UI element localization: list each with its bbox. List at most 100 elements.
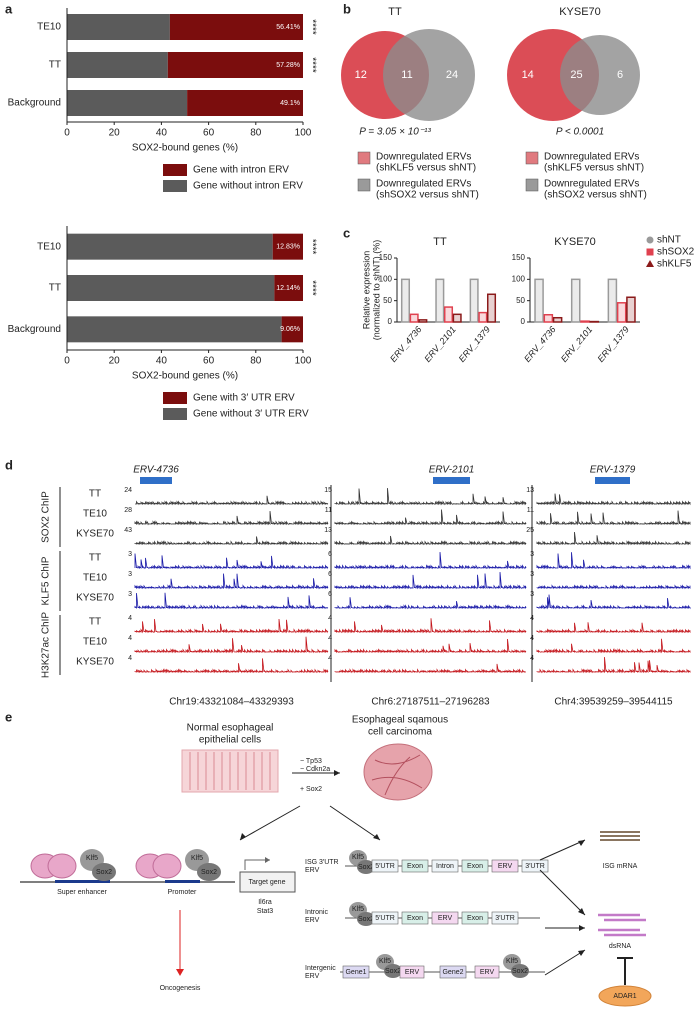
bar-segment — [167, 52, 303, 78]
track-label: TT — [89, 489, 101, 500]
bar — [400, 278, 411, 323]
bar — [552, 316, 563, 323]
panel-label: e — [5, 709, 12, 724]
bar — [469, 278, 479, 323]
legend-label: shKLF5 — [657, 259, 692, 270]
bar — [616, 302, 627, 323]
track-label: KYSE70 — [76, 593, 114, 604]
signal-track — [334, 535, 527, 546]
track-scale: 6 — [328, 591, 332, 598]
bar — [486, 293, 497, 323]
x-tick-label: ERV_4736 — [522, 324, 558, 364]
row-label: Intergenic — [305, 965, 336, 972]
gene-element-label: ERV — [438, 915, 453, 922]
factor — [511, 964, 529, 978]
x-tick-label: 60 — [203, 356, 215, 367]
y-tick-label: Background — [8, 324, 61, 335]
bar — [409, 313, 419, 323]
x-tick-label: ERV_4736 — [388, 324, 424, 364]
factor-label: Klf5 — [352, 906, 364, 913]
caption: Esophageal sqamous — [352, 715, 448, 726]
y-tick-label: TT — [49, 60, 61, 71]
track-scale: 3 — [128, 591, 132, 598]
signal-track — [334, 572, 527, 590]
x-tick-label: 40 — [156, 128, 168, 139]
coordinate-label: Chr19:43321084–43329393 — [169, 697, 294, 708]
y-axis-title: Relative expression — [361, 251, 371, 330]
bar-segment — [169, 14, 303, 40]
track-label: TT — [89, 553, 101, 564]
x-axis-title: SOX2-bound genes (%) — [132, 371, 238, 382]
erv-bar — [433, 477, 470, 484]
x-tick-label: 0 — [64, 128, 70, 139]
signal-track — [536, 552, 691, 570]
signal-track — [536, 657, 691, 674]
venn-count: 11 — [401, 69, 412, 81]
x-tick-label: 80 — [250, 356, 262, 367]
erv-bar — [595, 477, 630, 484]
bar-segment — [272, 233, 303, 260]
gene-element-label: ERV — [498, 863, 513, 870]
gene-element — [431, 911, 459, 925]
track-scale: 13 — [526, 487, 534, 494]
mrna-icon — [600, 831, 640, 841]
caption: − Tp53 — [300, 758, 322, 765]
row-label: ERV — [305, 867, 320, 874]
signal-track — [536, 584, 691, 590]
legend-label: Downregulated ERVs — [544, 152, 639, 163]
legend-marker — [646, 260, 654, 267]
legend-label: (shKLF5 versus shNT) — [544, 163, 644, 174]
gene-label: Target gene — [249, 879, 286, 886]
panel-label: a — [5, 1, 13, 16]
tumor-icon — [371, 754, 423, 796]
gene-element-label: Exon — [407, 915, 423, 922]
track-label: KYSE70 — [76, 657, 114, 668]
bar — [435, 278, 445, 323]
gene-element-label: Gene1 — [345, 969, 366, 976]
legend-swatch — [357, 151, 371, 165]
factor-label: Klf5 — [506, 958, 518, 965]
venn-set — [560, 35, 640, 115]
group-label: H3K27ac ChIP — [41, 612, 52, 678]
signal-track — [134, 592, 329, 610]
track-scale: 43 — [124, 527, 132, 534]
factor-label: Sox2 — [358, 864, 374, 871]
x-tick-label: ERV_1379 — [457, 324, 493, 364]
venn-title: KYSE70 — [559, 6, 601, 18]
erv-bar — [140, 477, 172, 484]
value-label: 56.41% — [276, 24, 300, 31]
track-scale: 6 — [328, 571, 332, 578]
gene-element — [521, 859, 549, 873]
signal-track — [134, 573, 329, 590]
factor-label: Klf5 — [352, 854, 364, 861]
tumor-icon — [363, 743, 433, 801]
legend-label: Downregulated ERVs — [376, 152, 471, 163]
arrow — [240, 833, 380, 840]
signal-track — [334, 552, 527, 570]
venn-count: 25 — [570, 69, 582, 81]
value-label: 12.14% — [276, 285, 300, 292]
track-scale: 4 — [328, 615, 332, 622]
track-scale: 4 — [128, 655, 132, 662]
signal-track — [134, 618, 329, 634]
track-scale: 13 — [324, 527, 332, 534]
inhibition — [617, 957, 633, 985]
gene-element — [491, 911, 519, 925]
caption: cell carcinoma — [368, 727, 432, 738]
bar-segment — [187, 90, 303, 116]
signal-track — [334, 509, 527, 526]
bar — [607, 278, 618, 323]
track-scale: 3 — [128, 551, 132, 558]
track-scale: 6 — [328, 551, 332, 558]
track-scale: 11 — [325, 507, 332, 514]
coordinate-label: Chr6:27187511–27196283 — [371, 697, 490, 708]
legend-swatch — [163, 180, 187, 192]
legend-swatch — [163, 164, 187, 176]
outcome-label: Oncogenesis — [160, 985, 201, 992]
row-label: ISG 3′UTR — [305, 859, 339, 866]
y-tick-label: 50 — [383, 296, 392, 305]
arrow — [176, 969, 184, 976]
gene-element — [342, 965, 370, 979]
legend-marker — [646, 248, 654, 256]
